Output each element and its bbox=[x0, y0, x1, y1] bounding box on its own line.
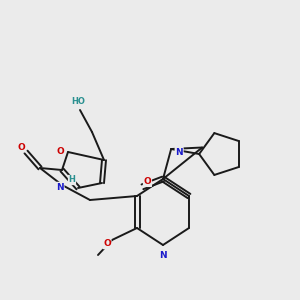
Text: N: N bbox=[56, 182, 64, 191]
Text: H: H bbox=[69, 176, 75, 184]
Text: O: O bbox=[56, 148, 64, 157]
Text: N: N bbox=[159, 250, 167, 260]
Text: HO: HO bbox=[71, 98, 85, 106]
Text: O: O bbox=[17, 142, 25, 152]
Text: N: N bbox=[175, 148, 183, 157]
Text: O: O bbox=[103, 239, 111, 248]
Text: O: O bbox=[144, 177, 151, 186]
